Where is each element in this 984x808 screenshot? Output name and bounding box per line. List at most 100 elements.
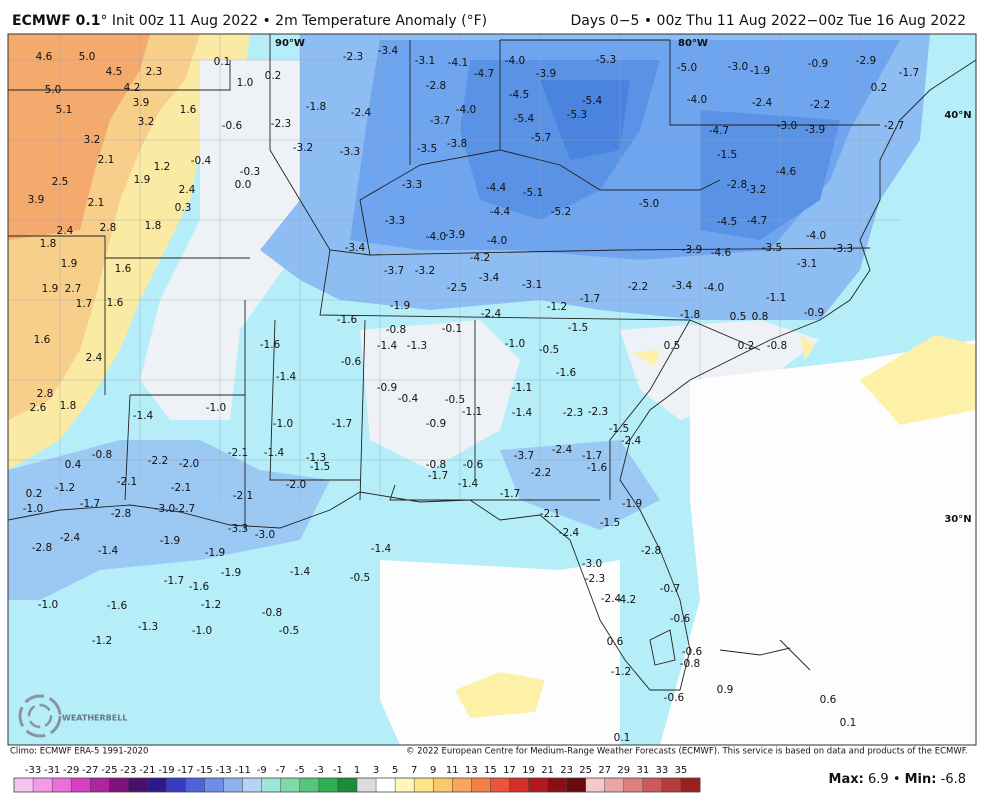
anomaly-label: -3.4: [672, 280, 693, 292]
anomaly-label: -2.3: [271, 118, 292, 130]
stats: Max: 6.9 • Min: -6.8: [829, 772, 966, 787]
anomaly-label: 4.6: [36, 51, 53, 63]
anomaly-label: -2.2: [810, 99, 831, 111]
anomaly-label: -1.5: [310, 461, 331, 473]
anomaly-label: 1.9: [61, 258, 78, 270]
anomaly-label: -2.1: [228, 447, 249, 459]
anomaly-label: -0.9: [808, 58, 829, 70]
anomaly-label: -5.4: [582, 95, 603, 107]
anomaly-label: -1.0: [273, 418, 294, 430]
anomaly-label: -1.2: [201, 599, 222, 611]
anomaly-label: -1.7: [80, 498, 101, 510]
colorbar-tick-label: 31: [636, 765, 649, 776]
anomaly-label: -2.9: [856, 55, 877, 67]
anomaly-label: -3.0: [155, 503, 176, 515]
anomaly-label: -1.6: [337, 314, 358, 326]
anomaly-label: 1.9: [134, 174, 151, 186]
colorbar-segment: [357, 778, 377, 792]
anomaly-label: 0.9: [717, 684, 734, 696]
anomaly-label: -2.4: [601, 593, 622, 605]
anomaly-label: -5.0: [639, 198, 660, 210]
anomaly-label: 2.7: [65, 283, 82, 295]
colorbar-segment: [280, 778, 301, 792]
colorbar-tick-label: 27: [598, 765, 611, 776]
anomaly-label: 2.8: [37, 388, 54, 400]
anomaly-label: -4.6: [776, 166, 797, 178]
colorbar-tick-label: 25: [579, 765, 592, 776]
anomaly-label: 0.2: [871, 82, 888, 94]
anomaly-label: -3.3: [228, 523, 249, 535]
anomaly-label: 0.6: [820, 694, 837, 706]
anomaly-label: -3.0: [728, 61, 749, 73]
lat-label: 40°N: [944, 110, 971, 121]
anomaly-label: 0.4: [65, 459, 82, 471]
anomaly-label: 2.1: [88, 197, 105, 209]
anomaly-label: -4.1: [448, 57, 469, 69]
anomaly-label: -4.2: [616, 594, 637, 606]
anomaly-label: -4.2: [470, 252, 491, 264]
anomaly-label: -4.0: [806, 230, 827, 242]
anomaly-label: -1.9: [390, 300, 411, 312]
colorbar-segment: [547, 778, 567, 792]
separator: •: [893, 772, 901, 787]
anomaly-label: -0.5: [279, 625, 300, 637]
anomaly-label: -1.8: [306, 101, 327, 113]
anomaly-label: -0.6: [670, 613, 691, 625]
anomaly-label: -2.7: [175, 503, 196, 515]
anomaly-label: -1.0: [23, 503, 44, 515]
footer-copyright: © 2022 European Centre for Medium-Range …: [406, 747, 968, 757]
anomaly-label: -3.8: [447, 138, 468, 150]
colorbar-segment: [147, 778, 167, 792]
anomaly-label: -2.4: [621, 435, 642, 447]
colorbar-tick-label: -1: [333, 765, 343, 776]
colorbar-segment: [109, 778, 129, 792]
colorbar-segment: [585, 778, 606, 792]
colorbar-tick-label: -7: [276, 765, 286, 776]
anomaly-label: -1.5: [609, 423, 630, 435]
colorbar-segment: [642, 778, 663, 792]
anomaly-label: -5.7: [531, 132, 552, 144]
colorbar-segment: [223, 778, 243, 792]
anomaly-label: -3.1: [522, 279, 543, 291]
anomaly-label: -1.6: [107, 600, 128, 612]
lat-label: 30°N: [944, 514, 971, 525]
anomaly-label: -1.1: [462, 406, 483, 418]
colorbar-segment: [337, 778, 358, 792]
anomaly-label: 1.9: [42, 283, 59, 295]
colorbar-tick-label: 9: [430, 765, 436, 776]
anomaly-label: 4.2: [124, 82, 141, 94]
anomaly-label: -4.0: [426, 231, 447, 243]
anomaly-label: 0.0: [235, 179, 252, 191]
anomaly-label: -1.3: [306, 452, 327, 464]
anomaly-label: -4.0: [487, 235, 508, 247]
colorbar-segment: [604, 778, 625, 792]
colorbar-segment: [52, 778, 72, 792]
anomaly-label: -3.0: [777, 120, 798, 132]
anomaly-label: -2.8: [111, 508, 132, 520]
anomaly-label: -0.3: [240, 166, 261, 178]
anomaly-label: -4.7: [474, 68, 495, 80]
anomaly-label: 0.1: [614, 732, 631, 744]
anomaly-label: 1.6: [34, 334, 51, 346]
anomaly-label: -3.2: [415, 265, 436, 277]
anomaly-label: -1.7: [428, 470, 449, 482]
anomaly-label: -1.0: [206, 402, 227, 414]
anomaly-label: -1.7: [899, 67, 920, 79]
colorbar-tick-label: 23: [560, 765, 573, 776]
anomaly-label: -1.3: [407, 340, 428, 352]
anomaly-label: -3.9: [682, 244, 703, 256]
anomaly-label: -1.6: [189, 581, 210, 593]
colorbar-tick-label: -17: [177, 765, 193, 776]
anomaly-label: 2.4: [179, 184, 196, 196]
colorbar-tick-label: 1: [354, 765, 360, 776]
anomaly-label: -1.7: [164, 575, 185, 587]
anomaly-label: -1.5: [568, 322, 589, 334]
anomaly-label: 1.0: [237, 77, 254, 89]
anomaly-label: -3.7: [430, 115, 451, 127]
anomaly-label: -2.0: [179, 458, 200, 470]
anomaly-label: -3.7: [384, 265, 405, 277]
colorbar-segment: [490, 778, 510, 792]
anomaly-label: 2.1: [98, 154, 115, 166]
colorbar-tick-label: -11: [234, 765, 250, 776]
